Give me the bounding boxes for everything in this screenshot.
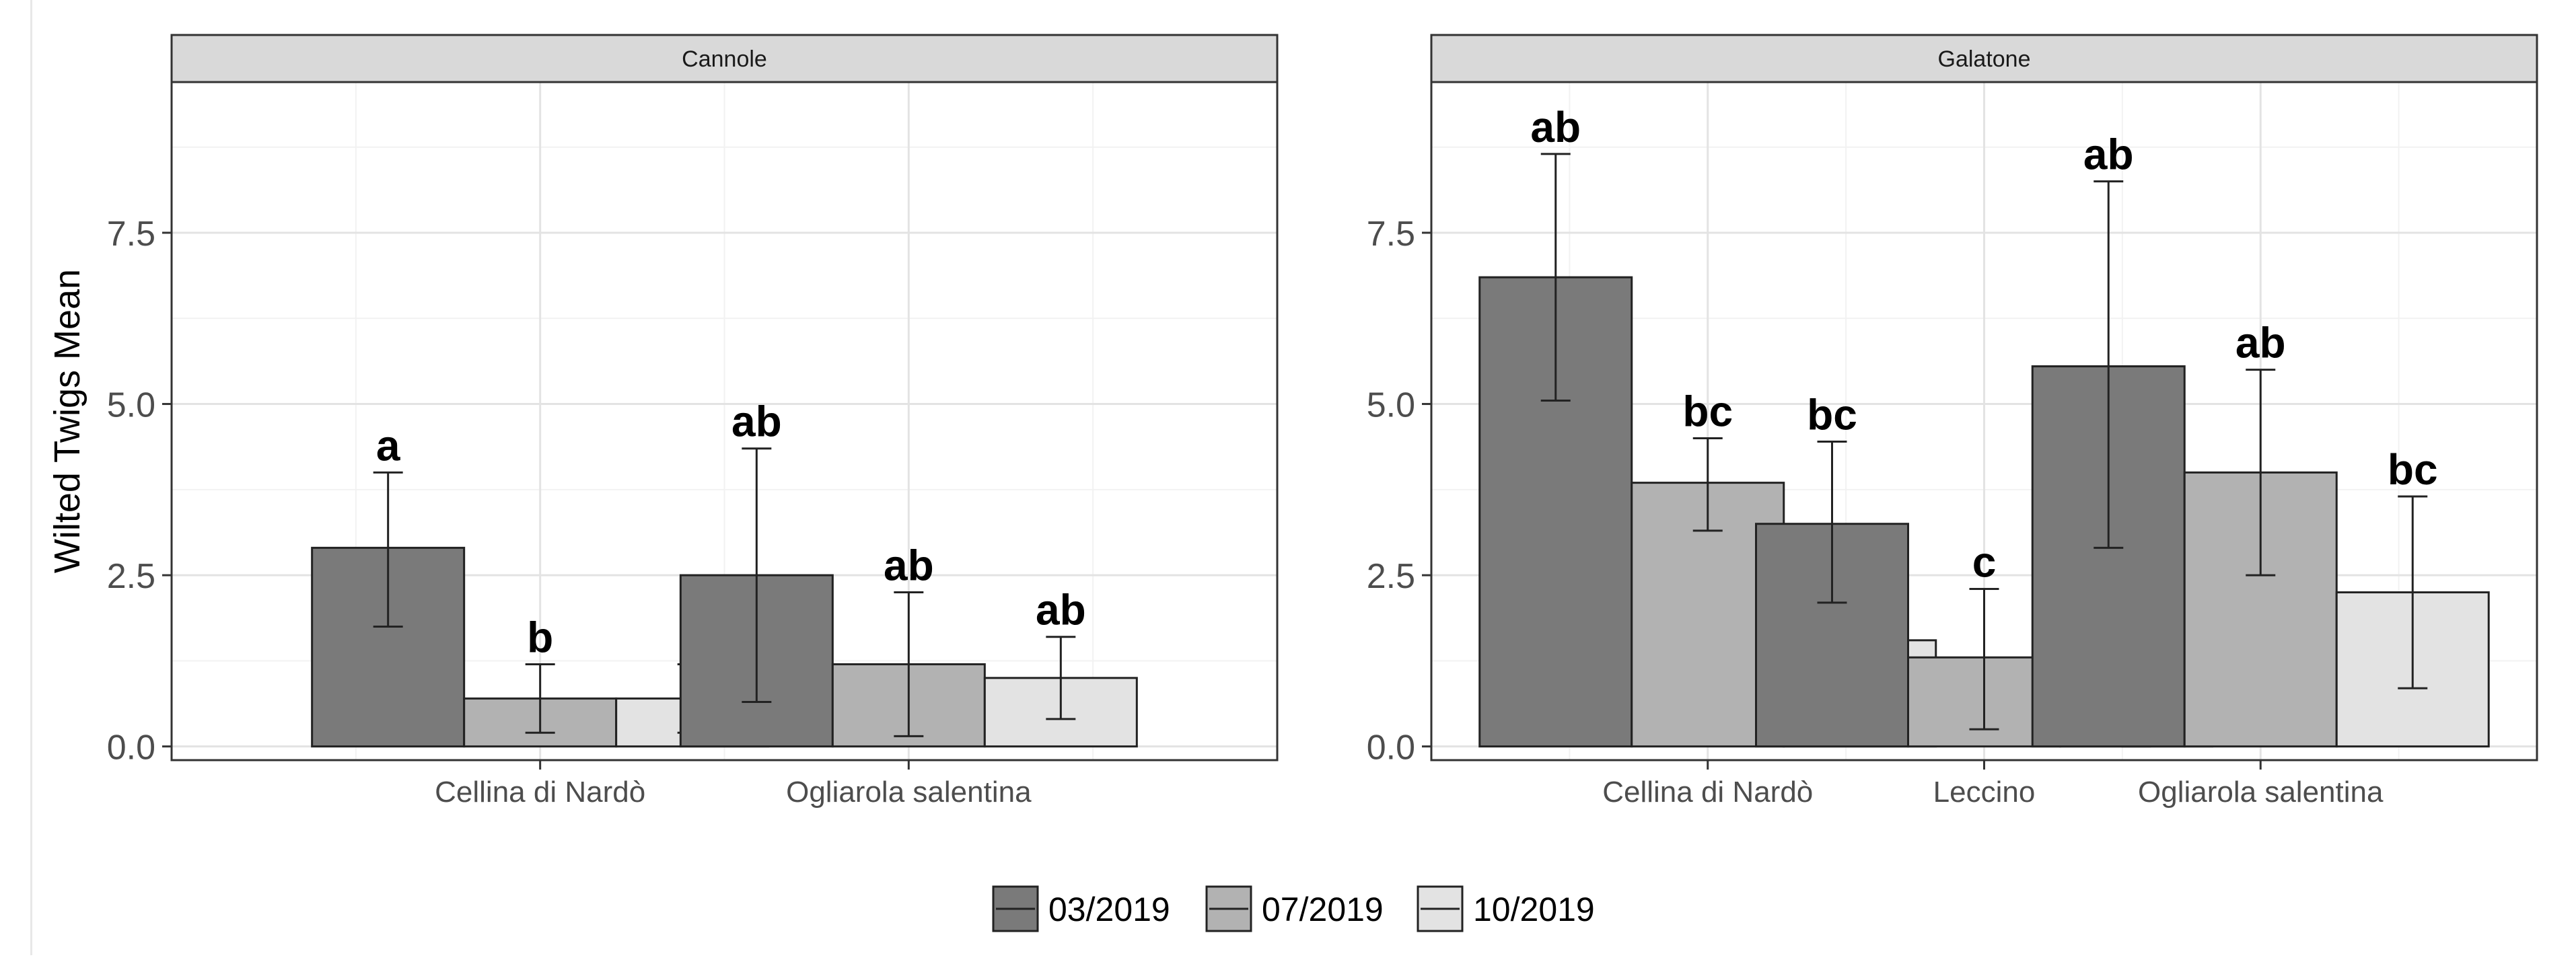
legend-label: 07/2019 (1262, 891, 1384, 928)
left-border-line (30, 0, 32, 955)
y-tick-label: 7.5 (107, 215, 155, 254)
x-tick-label: Cellina di Nardò (1602, 776, 1813, 809)
significance-label: b (527, 613, 553, 661)
significance-label: ab (731, 398, 782, 446)
x-tick-label: Cellina di Nardò (435, 776, 645, 809)
y-tick-label: 5.0 (107, 386, 155, 425)
y-axis-title: Wilted Twigs Mean (47, 269, 87, 573)
y-tick-label: 2.5 (107, 557, 155, 596)
legend-label: 03/2019 (1048, 891, 1170, 928)
legend-label: 10/2019 (1473, 891, 1595, 928)
x-tick-label: Leccino (1933, 776, 2036, 809)
y-tick-label: 5.0 (1367, 386, 1415, 425)
significance-label: ab (2235, 319, 2286, 367)
significance-label: ab (1530, 103, 1581, 151)
significance-label: bc (1807, 391, 1857, 439)
significance-label: ab (1036, 586, 1086, 634)
y-tick-label: 2.5 (1367, 557, 1415, 596)
significance-label: c (1972, 537, 1997, 586)
facet-strip (1430, 34, 2538, 83)
y-tick-label: 0.0 (1367, 729, 1415, 768)
facet-strip-label: Galatone (1938, 46, 2031, 72)
facet-strip-label: Cannole (682, 46, 767, 72)
significance-label: ab (2083, 131, 2134, 179)
x-tick-label: Ogliarola salentina (2138, 776, 2384, 809)
significance-label: bc (2388, 445, 2438, 494)
significance-label: a (376, 421, 400, 470)
x-tick-label: Ogliarola salentina (786, 776, 1032, 809)
significance-label: ab (884, 542, 934, 590)
y-tick-label: 0.0 (107, 729, 155, 768)
significance-label: bc (1682, 387, 1733, 435)
y-tick-label: 7.5 (1367, 215, 1415, 254)
facet-strip (170, 34, 1279, 83)
